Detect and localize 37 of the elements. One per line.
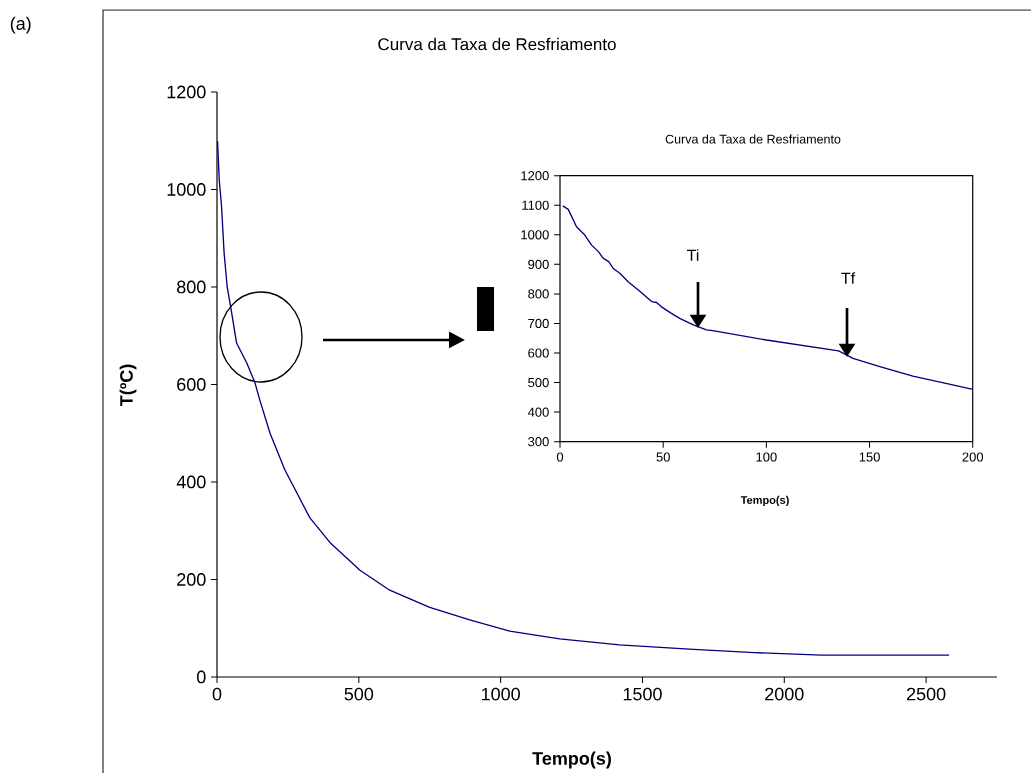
y-tick-label: 1200: [167, 85, 206, 99]
x-tick-label: 0: [212, 687, 222, 701]
y-tick-label: 1100: [522, 200, 549, 210]
y-tick-label: 1000: [521, 230, 549, 240]
x-tick-label: 150: [859, 452, 880, 462]
y-tick-label: 1200: [521, 171, 549, 181]
y-tick-label: 400: [176, 475, 206, 489]
annotation: Ti: [687, 249, 699, 261]
x-tick-label: 100: [756, 452, 777, 462]
y-tick-label: 700: [528, 318, 549, 329]
y-tick-label: 900: [528, 259, 549, 269]
x-axis-title: Tempo(s): [532, 751, 611, 769]
y-tick-label: 800: [528, 289, 549, 299]
line-series: [562, 205, 974, 391]
x-tick-label: 2500: [906, 687, 946, 701]
x-tick-label: 50: [656, 452, 670, 462]
x-tick-label: 1500: [623, 687, 662, 701]
y-tick-label: 600: [528, 348, 549, 358]
y-tick-label: 800: [177, 280, 206, 294]
chart-title: Curva da Taxa de Resfriamento: [378, 37, 616, 51]
y-tick-label: 300: [528, 437, 549, 447]
y-tick-label: 1000: [167, 183, 206, 196]
y-tick-label: 600: [177, 378, 206, 391]
y-tick-label: 500: [528, 377, 549, 388]
x-tick-label: 1000: [482, 687, 520, 701]
annotation: Tf: [841, 272, 856, 284]
x-tick-label: 0: [556, 452, 564, 462]
chart-title: Curva da Taxa de Resfriamento: [665, 134, 841, 144]
y-axis-title: T(ºC): [119, 364, 137, 407]
y-tick-label: 200: [177, 573, 206, 586]
x-tick-label: 500: [344, 687, 374, 701]
y-tick-label: 0: [197, 670, 206, 684]
x-tick-label: 200: [962, 452, 984, 462]
x-tick-label: 2000: [765, 687, 804, 701]
x-axis-title: Tempo(s): [740, 495, 789, 507]
text: (a): [10, 16, 31, 34]
y-tick-label: 400: [527, 407, 549, 417]
